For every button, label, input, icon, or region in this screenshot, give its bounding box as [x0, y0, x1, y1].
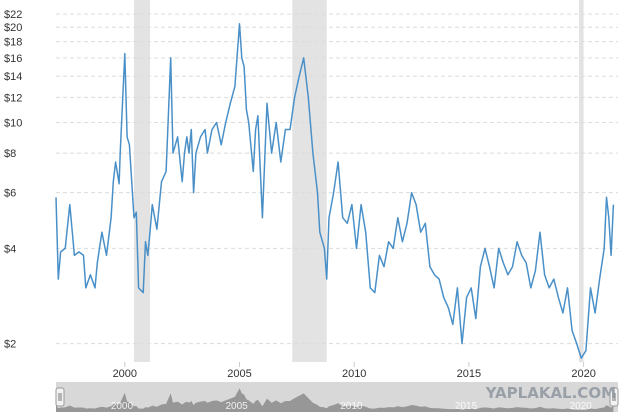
y-tick-label: $16 [4, 53, 22, 65]
navigator-area [56, 388, 614, 412]
navigator[interactable]: 2000 2005 2010 2015 2020 [55, 382, 619, 412]
navigator-tick-label: 2000 [111, 401, 134, 412]
y-tick-label: $2 [4, 339, 16, 351]
x-tick-label: 2015 [457, 368, 481, 380]
y-tick-label: $6 [4, 188, 16, 200]
navigator-tick-label: 2020 [570, 401, 593, 412]
y-tick-label: $22 [4, 9, 22, 21]
series-line-0 [55, 23, 615, 359]
x-tick-label: 2005 [227, 368, 251, 380]
navigator-tick-label: 2005 [226, 401, 249, 412]
recession-band-0 [133, 0, 151, 362]
recession-band-1 [292, 0, 327, 362]
gridlines [56, 13, 618, 345]
x-tick-label: 2020 [571, 368, 595, 380]
navigator-labels: 2000 2005 2010 2015 2020 [111, 401, 592, 412]
recession-band-2 [579, 0, 584, 362]
navigator-tick-label: 2010 [340, 401, 363, 412]
watermark: YAPLAKAL.COM [485, 384, 616, 402]
x-tick-label: 2010 [342, 368, 366, 380]
navigator-tick-label: 2015 [455, 401, 478, 412]
x-axis-ticks: 2000 2005 2010 2015 2020 [113, 362, 596, 380]
y-tick-label: $12 [4, 92, 22, 104]
y-tick-label: $8 [4, 148, 16, 160]
y-tick-label: $4 [4, 243, 16, 255]
y-axis-ticks: $2 $4 $6 $8 $10 $12 $14 $16 $18 $20$22 [4, 9, 22, 351]
y-tick-label: $20 [4, 22, 22, 34]
x-tick-label: 2000 [113, 368, 137, 380]
series-layer [55, 23, 615, 359]
recession-bands [133, 0, 584, 362]
y-tick-label: $14 [4, 71, 22, 83]
y-tick-label: $10 [4, 117, 22, 129]
y-tick-label: $18 [4, 37, 22, 49]
navigator-right-handle[interactable] [609, 387, 619, 407]
navigator-left-handle[interactable] [55, 387, 65, 407]
